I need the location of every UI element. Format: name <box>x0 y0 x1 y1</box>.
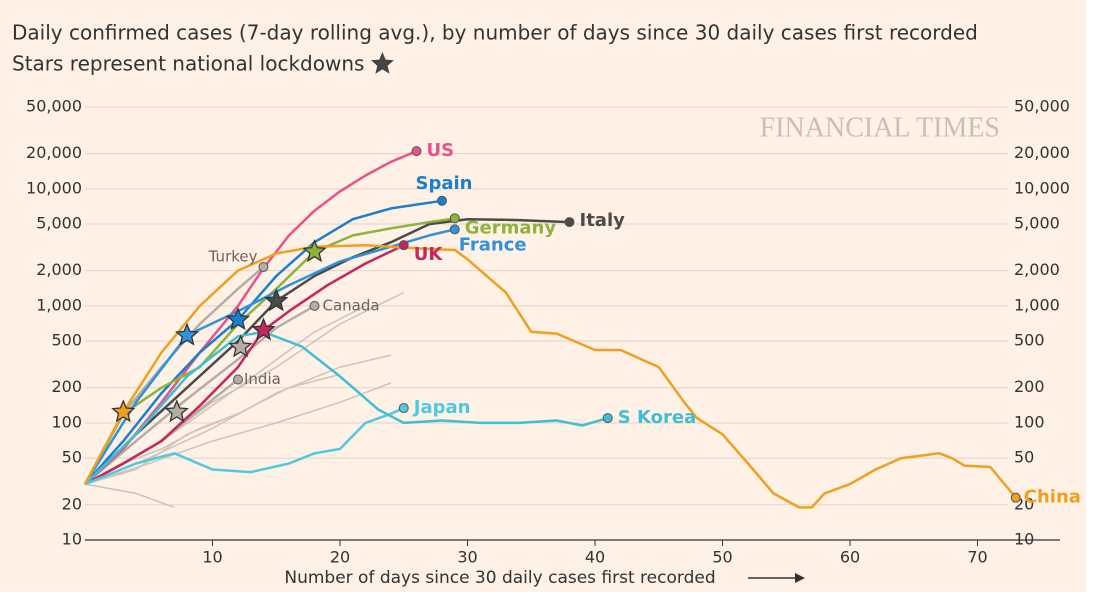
series-label: Spain <box>416 173 473 194</box>
lockdown-star <box>164 399 189 423</box>
end-point <box>564 217 575 228</box>
series-label: US <box>427 140 455 161</box>
series-label: China <box>1024 487 1081 508</box>
y-tick-label: 10 <box>62 530 82 549</box>
x-tick-label: 20 <box>330 548 350 567</box>
background <box>0 0 1086 592</box>
series-line <box>84 199 443 485</box>
y2-tick-label: 1,000 <box>1014 295 1060 314</box>
series-line <box>84 406 405 486</box>
axis-arrowhead <box>795 573 805 583</box>
end-point <box>309 300 320 311</box>
end-point <box>411 146 422 157</box>
y2-tick-label: 50 <box>1014 448 1034 467</box>
series-label: Turkey <box>208 247 258 265</box>
y2-tick-label: 5,000 <box>1014 214 1060 233</box>
lockdown-star <box>225 307 251 331</box>
series-line <box>84 304 316 486</box>
end-point <box>449 224 460 235</box>
series-label: France <box>459 234 527 255</box>
y-tick-label: 100 <box>51 412 82 431</box>
x-tick-label: 70 <box>967 548 987 567</box>
x-tick-label: 40 <box>585 548 605 567</box>
series-label: Germany <box>465 217 557 238</box>
end-point <box>398 240 409 251</box>
y2-tick-label: 20,000 <box>1014 143 1070 162</box>
lockdown-star <box>264 288 289 312</box>
y-tick-label: 20,000 <box>26 143 82 162</box>
end-point <box>449 213 460 224</box>
background-line <box>84 382 392 485</box>
lockdown-star <box>251 317 276 341</box>
y-tick-label: 20 <box>62 494 82 513</box>
series-label: UK <box>414 244 444 265</box>
end-point <box>437 195 447 206</box>
chart-subtitle: Stars represent national lockdowns <box>12 52 364 76</box>
x-tick-label: 50 <box>712 548 732 567</box>
y-tick-label: 50,000 <box>26 97 82 116</box>
y2-tick-label: 10,000 <box>1014 178 1070 197</box>
y2-tick-label: 100 <box>1014 412 1045 431</box>
series-line <box>84 149 417 486</box>
lockdown-star <box>302 239 327 263</box>
series-line <box>83 243 1017 509</box>
end-point <box>258 261 269 272</box>
end-point <box>233 374 243 385</box>
lockdown-star <box>174 322 200 346</box>
lockdown-star <box>228 334 253 358</box>
y2-tick-label: 10 <box>1014 530 1034 549</box>
end-point <box>602 413 613 424</box>
series-line <box>83 228 456 485</box>
series-label: India <box>244 370 281 388</box>
x-axis-label: Number of days since 30 daily cases firs… <box>284 568 715 588</box>
series-line <box>84 217 570 485</box>
y-tick-label: 50 <box>62 448 82 467</box>
series-label: Italy <box>580 210 626 231</box>
x-tick-label: 10 <box>202 548 222 567</box>
y2-tick-label: 200 <box>1014 377 1045 396</box>
chart-title: Daily confirmed cases (7-day rolling avg… <box>12 21 978 45</box>
series-line <box>84 244 405 486</box>
series-label: Canada <box>323 296 380 314</box>
y-tick-label: 2,000 <box>36 260 82 279</box>
y2-tick-label: 2,000 <box>1014 260 1060 279</box>
y-tick-label: 10,000 <box>26 178 82 197</box>
series-line <box>84 330 609 485</box>
y2-tick-label: 500 <box>1014 331 1045 350</box>
background-line <box>84 483 175 509</box>
end-point <box>1010 492 1021 503</box>
y-tick-label: 1,000 <box>36 295 82 314</box>
x-tick-label: 60 <box>840 548 860 567</box>
y-tick-label: 5,000 <box>36 214 82 233</box>
series-label: S Korea <box>618 407 696 428</box>
lockdown-star <box>111 399 136 423</box>
x-tick-label: 30 <box>457 548 477 567</box>
end-point <box>398 403 409 414</box>
legend-star <box>371 52 394 74</box>
y-tick-label: 500 <box>51 331 82 350</box>
y-tick-label: 200 <box>51 377 82 396</box>
watermark: FINANCIAL TIMES <box>760 112 1000 143</box>
y2-tick-label: 50,000 <box>1014 97 1070 116</box>
series-label: Japan <box>412 397 471 418</box>
